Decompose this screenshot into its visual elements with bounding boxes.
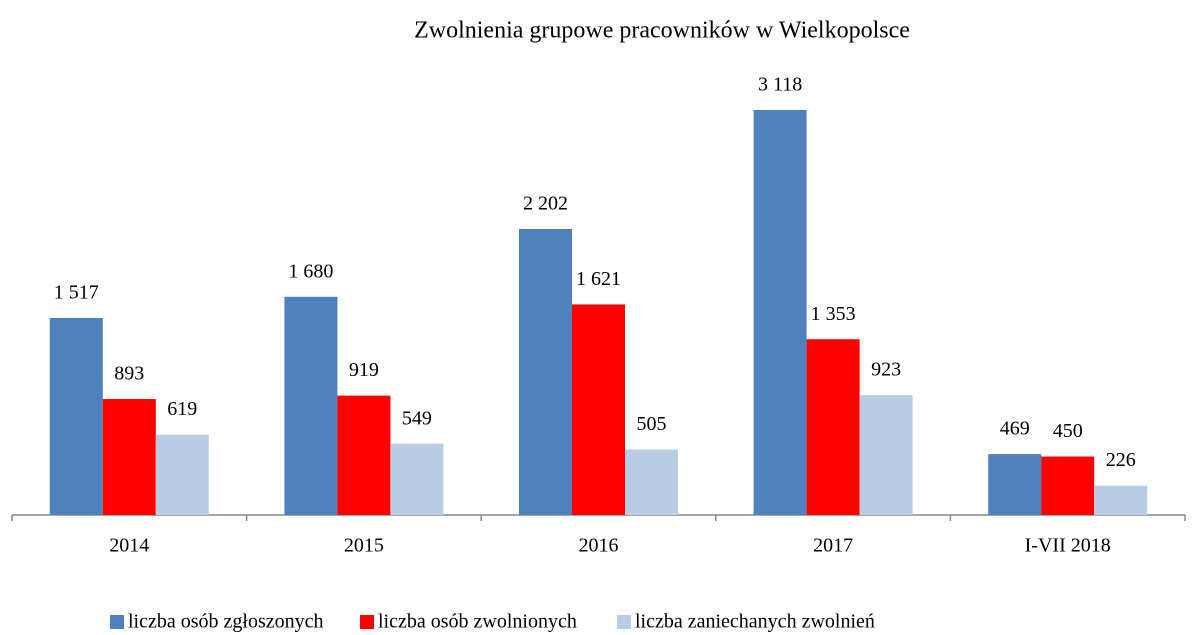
x-tick-label: 2016 xyxy=(579,535,619,557)
bar xyxy=(155,434,209,515)
value-label: 893 xyxy=(114,363,144,385)
x-tick-label: 2014 xyxy=(109,535,149,557)
bar xyxy=(806,339,860,515)
value-label: 1 517 xyxy=(54,282,99,304)
value-label: 549 xyxy=(402,407,432,429)
value-label: 1 680 xyxy=(288,260,333,282)
legend-label: liczba zaniechanych zwolnień xyxy=(635,611,875,633)
bar xyxy=(1041,456,1095,515)
bar xyxy=(1094,485,1148,515)
value-label: 1 353 xyxy=(811,303,856,325)
legend-swatch xyxy=(617,615,631,629)
legend-swatch xyxy=(360,615,374,629)
legend-label: liczba osób zgłoszonych xyxy=(128,611,324,633)
bar xyxy=(519,228,572,516)
value-label: 919 xyxy=(349,359,379,381)
bar xyxy=(988,454,1042,515)
legend-swatch xyxy=(110,615,124,629)
x-tick-label: 2017 xyxy=(813,535,853,557)
value-label: 923 xyxy=(871,359,901,381)
bar xyxy=(625,449,678,515)
bar xyxy=(284,296,338,515)
bar xyxy=(49,317,103,515)
value-label: 469 xyxy=(1000,418,1030,440)
bar xyxy=(337,395,391,515)
value-label: 619 xyxy=(167,398,197,420)
value-label: 2 202 xyxy=(523,193,568,215)
bar xyxy=(102,399,156,515)
bar xyxy=(859,395,913,515)
value-label: 1 621 xyxy=(576,268,621,290)
value-label: 505 xyxy=(637,413,667,435)
x-tick-label: 2015 xyxy=(344,535,384,557)
bar xyxy=(753,110,807,515)
bar xyxy=(390,443,444,515)
value-label: 3 118 xyxy=(758,74,802,96)
bar xyxy=(572,304,625,515)
x-tick-label: I-VII 2018 xyxy=(1025,535,1111,557)
value-label: 450 xyxy=(1053,420,1083,442)
legend-label: liczba osób zwolnionych xyxy=(378,611,577,633)
value-label: 226 xyxy=(1106,449,1136,471)
chart-title: Zwolnienia grupowe pracowników w Wielkop… xyxy=(414,18,910,44)
